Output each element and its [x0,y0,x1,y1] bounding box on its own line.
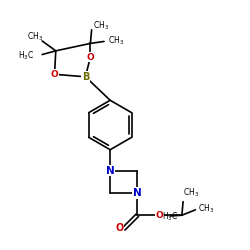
Text: CH$_3$: CH$_3$ [183,187,199,199]
Text: CH$_3$: CH$_3$ [27,31,43,44]
Text: N: N [133,188,142,198]
Text: CH$_3$: CH$_3$ [198,203,214,215]
Text: CH$_3$: CH$_3$ [93,20,109,32]
Text: O: O [51,70,58,79]
Text: N: N [106,166,114,176]
Text: O: O [86,52,94,62]
Text: O: O [116,222,124,232]
Text: H$_3$C: H$_3$C [162,210,178,223]
Text: O: O [156,211,164,220]
Text: B: B [82,72,89,82]
Text: CH$_3$: CH$_3$ [108,35,124,47]
Text: H$_3$C: H$_3$C [18,50,35,62]
